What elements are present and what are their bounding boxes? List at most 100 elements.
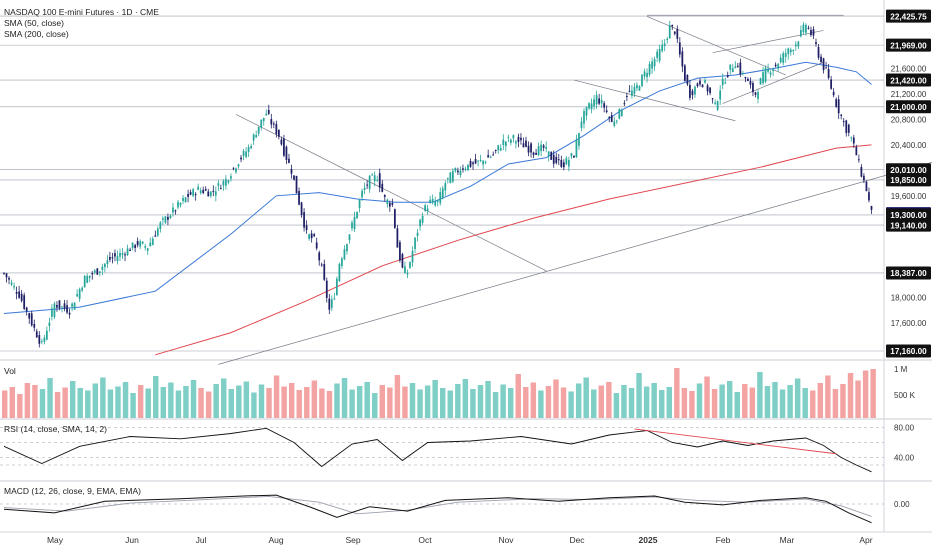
candle-body [615, 120, 618, 122]
candle-body [177, 201, 179, 208]
candle-body [802, 24, 805, 33]
candle-body [620, 110, 623, 117]
candle-body [121, 253, 124, 255]
candle-body [73, 302, 76, 310]
candle-body [779, 57, 782, 63]
candle-body [426, 208, 429, 211]
candle-body [643, 71, 646, 77]
candle-body [689, 84, 691, 98]
volume-bar [130, 393, 136, 418]
volume-bar [394, 375, 401, 418]
trend-line [646, 16, 786, 76]
candle-body [5, 273, 8, 278]
price-badge [886, 73, 931, 87]
candle-body [731, 68, 734, 72]
candle-body [532, 152, 535, 156]
time-axis-label: Apr [859, 535, 872, 545]
candle-body [729, 64, 732, 70]
candle-body [787, 48, 790, 55]
candle-body [247, 147, 250, 152]
candle-body [376, 180, 379, 182]
volume-bar [243, 381, 250, 418]
volume-bar [424, 385, 431, 418]
candle-body [103, 263, 106, 268]
candle-body [38, 335, 41, 344]
candle-body [734, 66, 737, 69]
candle-body [308, 234, 311, 239]
candle-body [33, 324, 36, 328]
candle-body [272, 123, 275, 125]
candle-body [356, 211, 358, 219]
candle-body [335, 278, 338, 295]
candle-body [53, 303, 56, 318]
candle-body [81, 287, 84, 291]
candle-body [56, 305, 58, 308]
candle-body [399, 242, 401, 261]
volume-bar [115, 386, 121, 418]
volume-bar [168, 382, 174, 418]
candle-body [641, 74, 643, 87]
candle-body [661, 44, 664, 52]
candle-body [850, 137, 853, 139]
candle-body [303, 212, 305, 228]
candle-body [192, 189, 195, 196]
candle-body [676, 28, 679, 39]
candle-body [230, 176, 232, 179]
candle-body [648, 63, 651, 75]
volume-bar [553, 379, 559, 418]
volume-bar [402, 386, 408, 418]
volume-bar [659, 390, 665, 418]
candle-body [310, 233, 313, 239]
candle-body [494, 149, 497, 151]
chart-legend: NASDAQ 100 E-mini Futures · 1D · CME SMA… [4, 7, 159, 40]
candle-body [429, 199, 432, 203]
rsi-trend-line [634, 428, 837, 455]
candle-body [530, 143, 532, 153]
candle-body [522, 143, 525, 148]
volume-bar [568, 391, 574, 418]
candle-body [799, 29, 802, 37]
time-axis-label: Mar [780, 535, 795, 545]
volume-bar [334, 383, 340, 418]
sma200-line [155, 144, 872, 356]
candle-body [260, 119, 263, 128]
price-badge [886, 208, 931, 222]
candle-body [451, 170, 454, 182]
candle-body [840, 114, 843, 116]
candle-body [580, 121, 583, 129]
candle-body [441, 188, 444, 199]
volume-bar [221, 378, 227, 418]
candle-body [515, 141, 517, 144]
volume-bar [696, 383, 703, 418]
candle-body [411, 250, 414, 263]
volume-bar [523, 387, 529, 418]
price-badge [886, 163, 931, 177]
candle-body [227, 180, 230, 183]
candle-body [769, 72, 772, 75]
candle-body [409, 262, 411, 268]
price-axis-label: 18,000.00 [891, 294, 927, 303]
trend-line [722, 61, 824, 104]
volume-bar [455, 384, 461, 418]
volume-bar [319, 388, 325, 418]
candle-body [275, 123, 278, 135]
candle-body [242, 150, 245, 156]
volume-bar [666, 387, 672, 418]
candle-body [164, 216, 167, 223]
candle-body [10, 282, 13, 285]
price-axis-label: 21,420.00 [890, 76, 927, 85]
candle-body [43, 337, 46, 342]
price-axis-label: 17,600.00 [891, 319, 927, 328]
candle-body [106, 260, 109, 265]
candle-body [459, 170, 462, 175]
candle-body [406, 272, 409, 275]
price-axis-label: 18,387.00 [890, 269, 927, 278]
volume-bar [545, 386, 552, 418]
candle-body [714, 102, 717, 104]
candle-body [204, 189, 207, 191]
candle-body [631, 90, 633, 96]
candle-body [88, 275, 91, 278]
candle-body [842, 121, 845, 123]
